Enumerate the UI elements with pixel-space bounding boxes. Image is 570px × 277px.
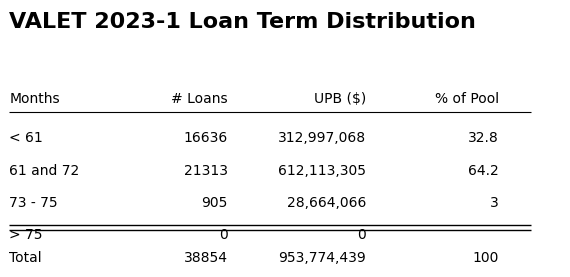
Text: Months: Months <box>10 92 60 106</box>
Text: 73 - 75: 73 - 75 <box>10 196 58 210</box>
Text: 64.2: 64.2 <box>469 164 499 178</box>
Text: 21313: 21313 <box>184 164 227 178</box>
Text: 312,997,068: 312,997,068 <box>278 132 366 145</box>
Text: VALET 2023-1 Loan Term Distribution: VALET 2023-1 Loan Term Distribution <box>10 12 477 32</box>
Text: 3: 3 <box>490 196 499 210</box>
Text: > 75: > 75 <box>10 228 43 242</box>
Text: 0: 0 <box>219 228 227 242</box>
Text: 16636: 16636 <box>184 132 227 145</box>
Text: UPB ($): UPB ($) <box>314 92 366 106</box>
Text: % of Pool: % of Pool <box>435 92 499 106</box>
Text: 32.8: 32.8 <box>469 132 499 145</box>
Text: 905: 905 <box>201 196 227 210</box>
Text: 953,774,439: 953,774,439 <box>278 251 366 265</box>
Text: Total: Total <box>10 251 42 265</box>
Text: 100: 100 <box>473 251 499 265</box>
Text: 0: 0 <box>357 228 366 242</box>
Text: 28,664,066: 28,664,066 <box>287 196 366 210</box>
Text: 38854: 38854 <box>184 251 227 265</box>
Text: < 61: < 61 <box>10 132 43 145</box>
Text: 61 and 72: 61 and 72 <box>10 164 80 178</box>
Text: 612,113,305: 612,113,305 <box>278 164 366 178</box>
Text: # Loans: # Loans <box>171 92 227 106</box>
